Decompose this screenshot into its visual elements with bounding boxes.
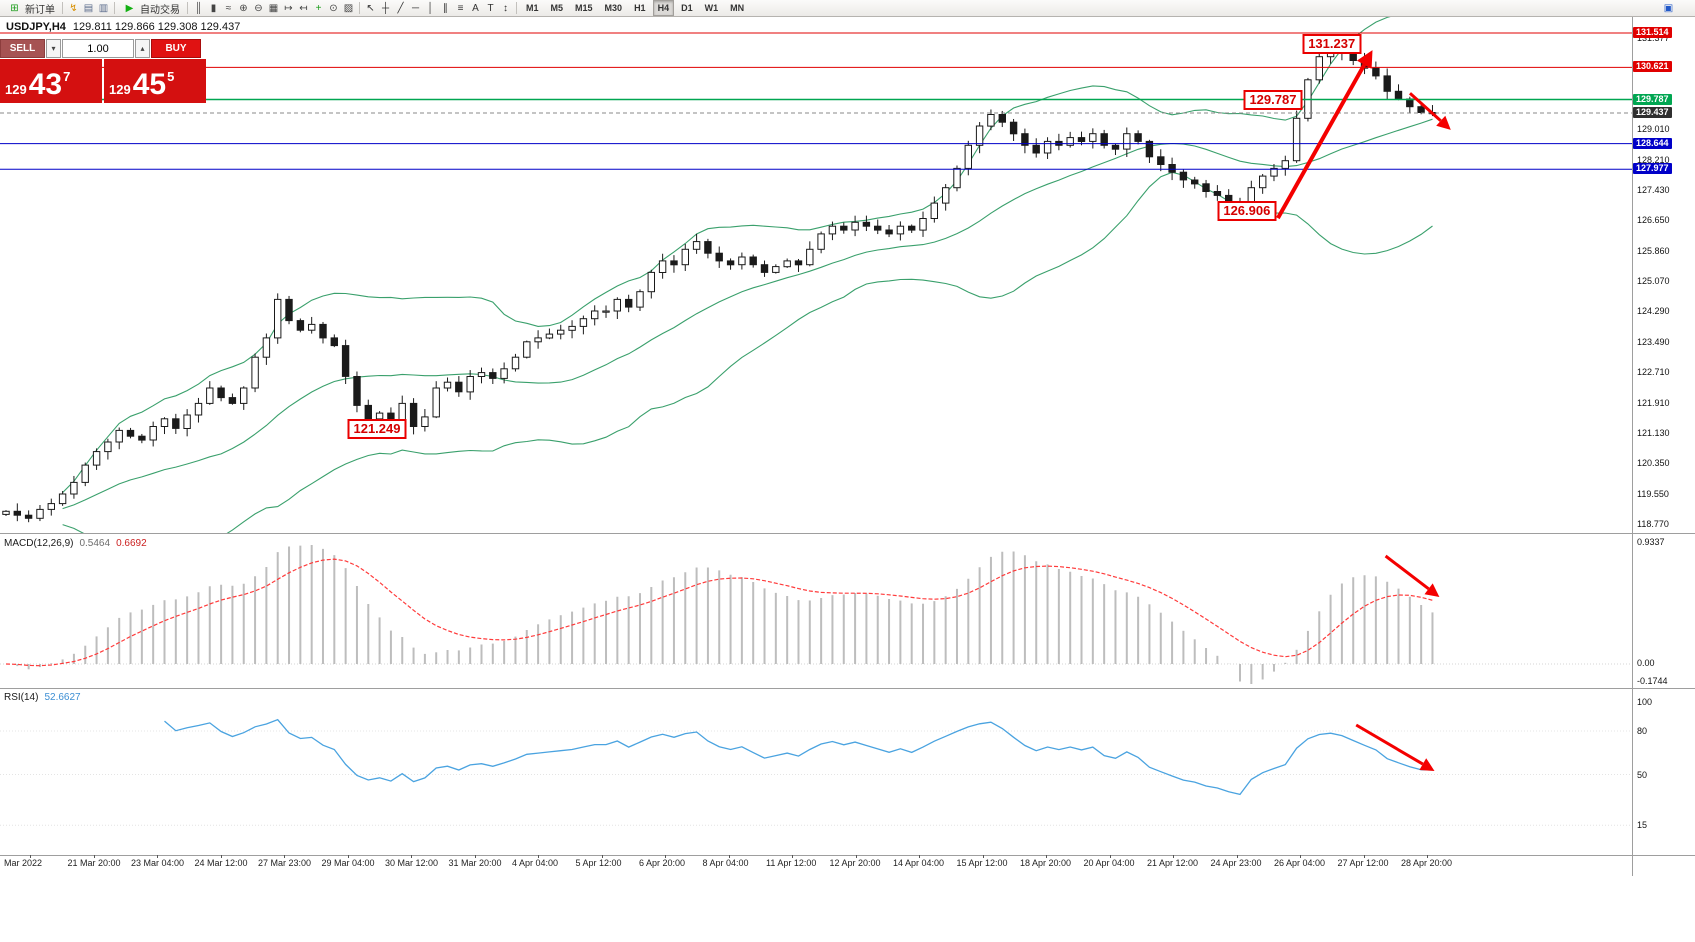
chart-profile-icon[interactable]: ▣ xyxy=(1663,2,1674,14)
macd-histogram xyxy=(16,545,1434,684)
tile-windows-icon[interactable]: ▦ xyxy=(268,2,279,14)
rsi-line xyxy=(164,718,1433,796)
time-axis-border xyxy=(0,855,1695,856)
macd-indicator-label: MACD(12,26,9) 0.5464 0.6692 xyxy=(4,538,147,549)
timeframe-button-m1[interactable]: M1 xyxy=(526,3,539,13)
line-chart-icon[interactable]: ≈ xyxy=(225,2,232,14)
timeframe-button-m30[interactable]: M30 xyxy=(604,3,623,13)
ask-pip-digit: 5 xyxy=(167,69,175,84)
macd-name: MACD(12,26,9) xyxy=(4,538,74,549)
toolbar-separator xyxy=(114,2,115,14)
bid-price-button[interactable]: 129 43 7 xyxy=(0,59,102,103)
timeframe-button-w1[interactable]: W1 xyxy=(704,3,719,13)
data-window-icon[interactable]: ▤ xyxy=(83,2,94,14)
auto-scroll-icon[interactable]: ↦ xyxy=(284,2,293,14)
panel-separator-rsi[interactable] xyxy=(0,688,1695,689)
timeframe-button-m5[interactable]: M5 xyxy=(550,3,564,13)
add-indicator-icon[interactable]: + xyxy=(315,2,322,14)
trend-arrow xyxy=(1408,92,1442,122)
market-watch-icon[interactable]: ↯ xyxy=(69,2,78,14)
rsi-name: RSI(14) xyxy=(4,692,39,703)
candles-series xyxy=(2,41,1437,523)
ask-main-digits: 45 xyxy=(132,68,167,101)
timeframe-button-m15[interactable]: M15 xyxy=(575,3,593,13)
new-order-button[interactable]: ⊞ 新订单 xyxy=(3,1,59,16)
symbol-period-label: USDJPY,H4 xyxy=(6,21,66,33)
autotrade-play-icon: ▶ xyxy=(125,2,134,14)
volume-step-up-button[interactable]: ▴ xyxy=(135,39,150,58)
channel-icon[interactable]: ∥ xyxy=(443,2,448,14)
rsi-indicator-label: RSI(14) 52.6627 xyxy=(4,692,81,703)
bid-prefix: 129 xyxy=(5,82,27,97)
toolbar-separator xyxy=(187,2,188,14)
sell-button[interactable]: SELL xyxy=(0,39,45,58)
trendline-icon[interactable]: ╱ xyxy=(397,2,404,14)
zoom-in-icon[interactable]: ⊕ xyxy=(239,2,248,14)
vertical-line-icon[interactable]: │ xyxy=(427,2,434,14)
text-icon[interactable]: A xyxy=(472,2,479,14)
horizontal-line-icon[interactable]: ─ xyxy=(411,2,420,14)
macd-main-value: 0.5464 xyxy=(79,538,111,549)
templates-icon[interactable]: ▨ xyxy=(343,2,354,14)
toolbar-separator xyxy=(359,2,360,14)
price-axis-border xyxy=(1632,17,1633,876)
toolbar-separator xyxy=(516,2,517,14)
bar-chart-icon[interactable]: ║ xyxy=(194,2,203,14)
main-chart-layer xyxy=(0,17,1632,533)
navigator-icon[interactable]: ▥ xyxy=(98,2,109,14)
chart-shift-icon[interactable]: ↤ xyxy=(299,2,308,14)
chart-title: USDJPY,H4 129.811 129.866 129.308 129.437 xyxy=(6,21,240,33)
new-order-icon: ⊞ xyxy=(10,2,19,14)
rsi-layer xyxy=(0,718,1632,826)
fibonacci-icon[interactable]: ≡ xyxy=(457,2,464,14)
rsi-value: 52.6627 xyxy=(44,692,81,703)
buy-button[interactable]: BUY xyxy=(151,39,201,58)
zoom-out-icon[interactable]: ⊖ xyxy=(254,2,263,14)
crosshair-icon[interactable]: ┼ xyxy=(381,2,390,14)
periods-icon[interactable]: ⊙ xyxy=(329,2,338,14)
cursor-icon[interactable]: ↖ xyxy=(366,2,375,14)
arrows-tool-icon[interactable]: ↕ xyxy=(503,2,508,14)
bid-main-digits: 43 xyxy=(28,68,63,101)
macd-signal-value: 0.6692 xyxy=(116,538,147,549)
timeframe-button-d1[interactable]: D1 xyxy=(681,3,693,13)
candlestick-chart-icon[interactable]: ▮ xyxy=(210,2,217,14)
main-toolbar: ⊞ 新订单 ↯ ▤ ▥ ▶ 自动交易 ║ ▮ ≈ ⊕ ⊖ ▦ ↦ ↤ + ⊙ ▨ ↖ ┼ ╱ ─ │ ∥ ≡ A T ↕ M1 M5 M15… xyxy=(0,0,1695,17)
ask-price-button[interactable]: 129 45 5 xyxy=(104,59,206,103)
panel-separator-macd[interactable] xyxy=(0,533,1695,534)
autotrade-button[interactable]: ▶ 自动交易 xyxy=(118,1,184,16)
timeframe-button-h1[interactable]: H1 xyxy=(634,3,646,13)
label-icon[interactable]: T xyxy=(487,2,494,14)
volume-step-down-button[interactable]: ▾ xyxy=(46,39,61,58)
volume-input[interactable] xyxy=(62,39,134,58)
toolbar-separator xyxy=(62,2,63,14)
ohlc-values-label: 129.811 129.866 129.308 129.437 xyxy=(72,21,241,33)
one-click-trading-panel: SELL ▾ ▴ BUY 129 43 7 129 45 5 xyxy=(0,39,210,103)
timeframe-button-h4[interactable]: H4 xyxy=(652,0,675,16)
timeframe-button-mn[interactable]: MN xyxy=(730,3,745,13)
trend-arrow xyxy=(1355,723,1424,766)
bid-pip-digit: 7 xyxy=(63,69,71,84)
macd-layer xyxy=(0,545,1632,684)
trend-arrow xyxy=(1276,63,1367,220)
trend-arrow xyxy=(1384,554,1430,590)
ask-prefix: 129 xyxy=(109,82,131,97)
